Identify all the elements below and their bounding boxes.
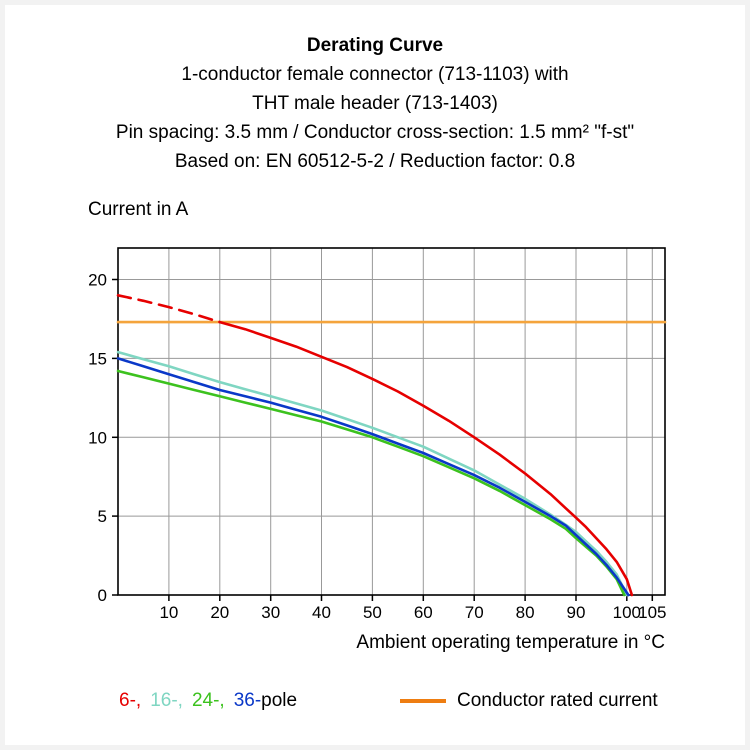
series-6-pole	[218, 320, 634, 597]
rated-current-label: Conductor rated current	[457, 690, 658, 711]
chart-title: Derating Curve	[306, 35, 444, 56]
x-tick-label: 90	[567, 603, 586, 622]
chart-subtitle: 1-conductor female connector (713-1103) …	[0, 60, 750, 176]
y-tick-label: 5	[98, 507, 107, 526]
x-tick-label: 60	[414, 603, 433, 622]
subtitle-line-4: Based on: EN 60512-5-2 / Reduction facto…	[174, 151, 576, 172]
legend-pole-item: 6-,	[119, 690, 142, 711]
x-tick-label: 70	[465, 603, 484, 622]
legend-rated-current: Conductor rated current	[400, 688, 658, 714]
y-tick-label: 10	[88, 428, 107, 447]
x-tick-label: 100	[613, 603, 641, 622]
legend-pole-counts: 6-, 16-, 24-, 36-pole	[119, 690, 297, 712]
rated-current-line-swatch	[400, 699, 446, 703]
x-tick-label: 30	[261, 603, 280, 622]
x-axis-title: Ambient operating temperature in °C	[356, 632, 665, 653]
series-36-pole	[116, 357, 630, 597]
series-24-pole	[116, 369, 626, 597]
series-6-pole-below-conductor-rated-current-dashed-	[116, 293, 222, 324]
series-16-pole	[116, 350, 629, 597]
subtitle-line-1: 1-conductor female connector (713-1103) …	[181, 64, 569, 85]
x-tick-label: 50	[363, 603, 382, 622]
plot-border	[117, 247, 666, 596]
y-tick-label: 0	[98, 586, 107, 605]
subtitle-line-3: Pin spacing: 3.5 mm / Conductor cross-se…	[115, 122, 635, 143]
y-axis-title: Current in A	[88, 199, 189, 220]
legend-pole-item: 36-	[233, 690, 262, 711]
x-tick-label: 80	[516, 603, 535, 622]
y-tick-label: 20	[88, 271, 107, 290]
legend-pole-item: 24-,	[191, 690, 225, 711]
chart-header: Derating Curve 1-conductor female connec…	[0, 31, 750, 176]
x-tick-label: 105	[638, 603, 666, 622]
x-tick-label: 10	[159, 603, 178, 622]
y-tick-label: 15	[88, 349, 107, 368]
subtitle-line-2: THT male header (713-1403)	[252, 93, 498, 114]
x-tick-label: 20	[210, 603, 229, 622]
legend-pole-suffix: pole	[261, 690, 298, 711]
legend-pole-item: 16-,	[150, 690, 183, 711]
x-tick-label: 40	[312, 603, 331, 622]
